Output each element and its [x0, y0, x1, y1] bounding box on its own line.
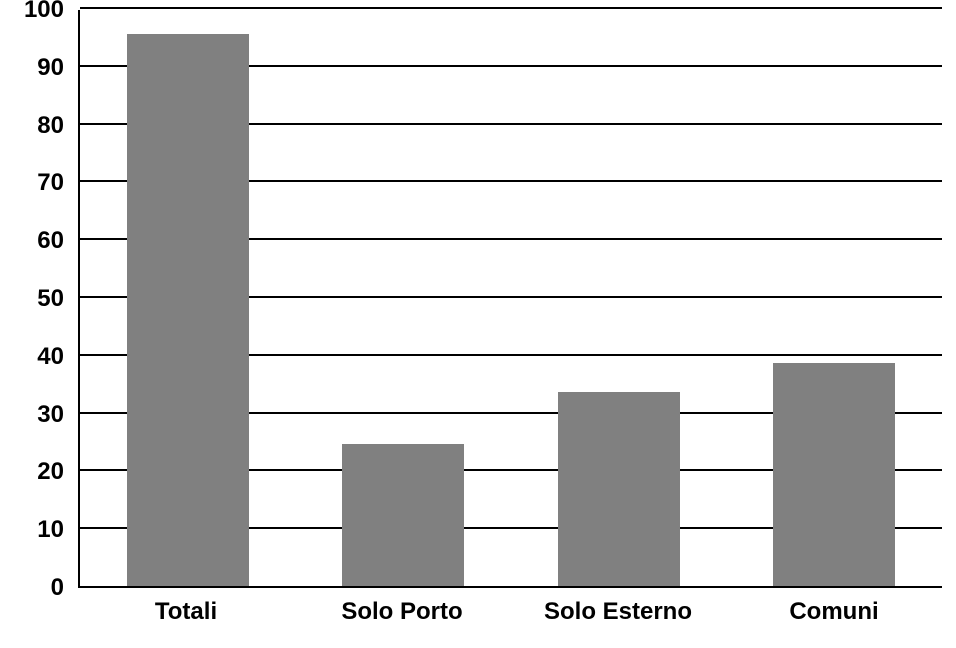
y-tick-label: 30 — [4, 401, 64, 429]
bar-slot — [80, 10, 296, 586]
x-tick-label: Totali — [78, 592, 294, 626]
y-tick-label: 20 — [4, 458, 64, 486]
grid-line — [80, 7, 942, 9]
bar-chart: 0 10 20 30 40 50 60 70 80 90 100 TotaliSolo PortoS… — [0, 0, 956, 648]
bar — [773, 363, 895, 586]
bar — [342, 444, 464, 586]
x-tick-label: Solo Porto — [294, 592, 510, 626]
y-tick-label: 100 — [4, 0, 64, 24]
y-tick-label: 50 — [4, 285, 64, 313]
bar-slot — [296, 10, 512, 586]
x-axis-labels: TotaliSolo PortoSolo EsternoComuni — [78, 592, 942, 626]
x-tick-label: Comuni — [726, 592, 942, 626]
bar — [558, 392, 680, 586]
plot-area — [78, 10, 942, 588]
bar — [127, 34, 249, 586]
x-tick-label: Solo Esterno — [510, 592, 726, 626]
y-tick-label: 90 — [4, 54, 64, 82]
y-tick-label: 40 — [4, 343, 64, 371]
bars-container — [80, 10, 942, 586]
y-tick-label: 10 — [4, 516, 64, 544]
bar-slot — [727, 10, 943, 586]
y-axis: 0 10 20 30 40 50 60 70 80 90 100 — [0, 0, 72, 600]
y-tick-label: 70 — [4, 169, 64, 197]
y-tick-label: 80 — [4, 112, 64, 140]
bar-slot — [511, 10, 727, 586]
y-tick-label: 0 — [4, 574, 64, 602]
y-tick-label: 60 — [4, 227, 64, 255]
